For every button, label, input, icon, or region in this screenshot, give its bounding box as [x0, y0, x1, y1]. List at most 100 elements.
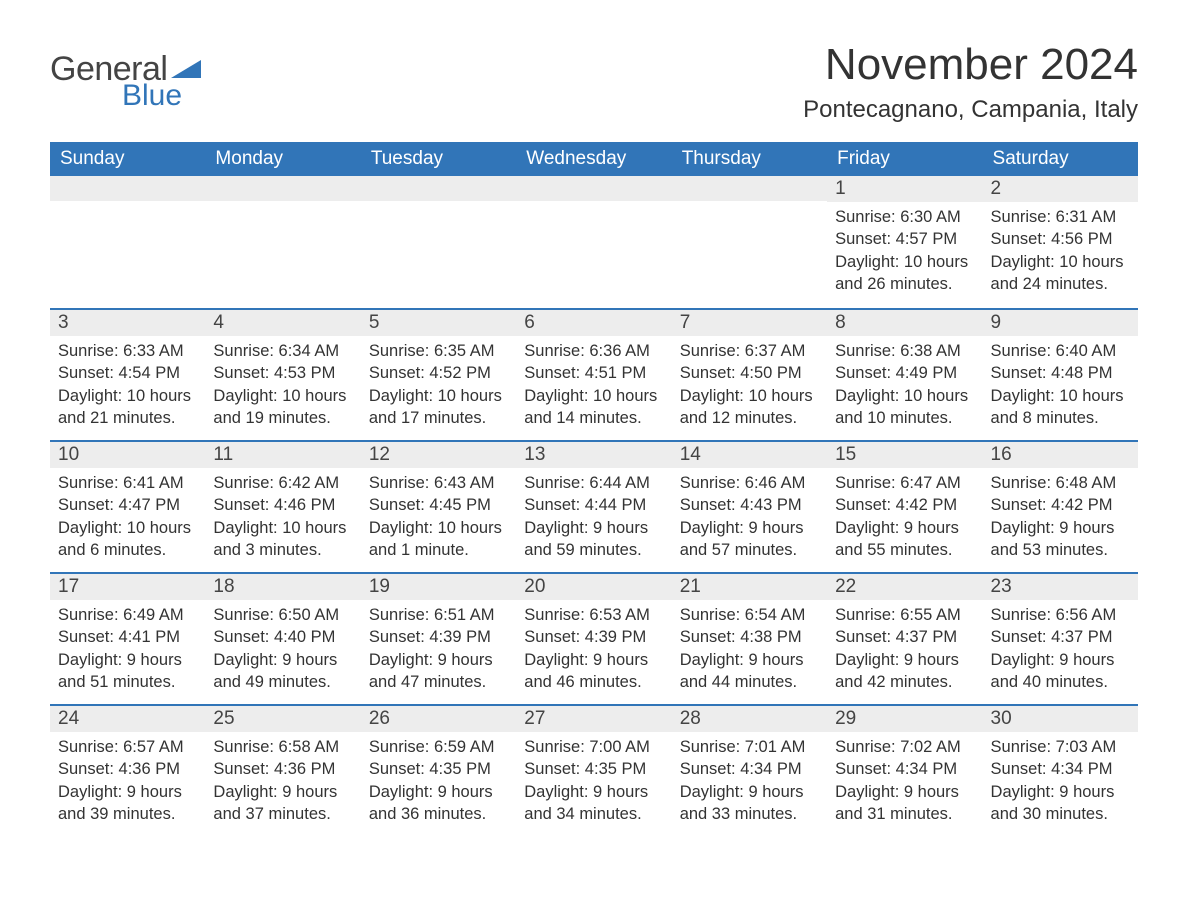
day-number: 30 [983, 704, 1138, 732]
day-cell: 13Sunrise: 6:44 AMSunset: 4:44 PMDayligh… [516, 440, 671, 572]
day-cell: 15Sunrise: 6:47 AMSunset: 4:42 PMDayligh… [827, 440, 982, 572]
day-cell: 28Sunrise: 7:01 AMSunset: 4:34 PMDayligh… [672, 704, 827, 836]
day-cell: 24Sunrise: 6:57 AMSunset: 4:36 PMDayligh… [50, 704, 205, 836]
day-body: Sunrise: 6:50 AMSunset: 4:40 PMDaylight:… [205, 600, 360, 699]
day-body: Sunrise: 6:30 AMSunset: 4:57 PMDaylight:… [827, 202, 982, 301]
day-number: 20 [516, 572, 671, 600]
day-cell: 20Sunrise: 6:53 AMSunset: 4:39 PMDayligh… [516, 572, 671, 704]
daylight-text: Daylight: 10 hours and 10 minutes. [835, 385, 974, 430]
daylight-text: Daylight: 10 hours and 26 minutes. [835, 251, 974, 296]
logo-text-blue: Blue [122, 79, 182, 113]
sunset-text: Sunset: 4:52 PM [369, 362, 508, 384]
sunrise-text: Sunrise: 6:38 AM [835, 340, 974, 362]
daylight-text: Daylight: 10 hours and 8 minutes. [991, 385, 1130, 430]
day-body: Sunrise: 6:59 AMSunset: 4:35 PMDaylight:… [361, 732, 516, 831]
sunrise-text: Sunrise: 6:47 AM [835, 472, 974, 494]
day-cell [205, 176, 360, 308]
sunset-text: Sunset: 4:49 PM [835, 362, 974, 384]
day-number: 28 [672, 704, 827, 732]
daylight-text: Daylight: 9 hours and 53 minutes. [991, 517, 1130, 562]
daylight-text: Daylight: 10 hours and 14 minutes. [524, 385, 663, 430]
day-body: Sunrise: 6:55 AMSunset: 4:37 PMDaylight:… [827, 600, 982, 699]
sunset-text: Sunset: 4:46 PM [213, 494, 352, 516]
day-cell: 9Sunrise: 6:40 AMSunset: 4:48 PMDaylight… [983, 308, 1138, 440]
daylight-text: Daylight: 9 hours and 57 minutes. [680, 517, 819, 562]
daylight-text: Daylight: 10 hours and 19 minutes. [213, 385, 352, 430]
sunset-text: Sunset: 4:34 PM [680, 758, 819, 780]
day-cell: 1Sunrise: 6:30 AMSunset: 4:57 PMDaylight… [827, 176, 982, 308]
sunrise-text: Sunrise: 6:51 AM [369, 604, 508, 626]
day-body: Sunrise: 6:37 AMSunset: 4:50 PMDaylight:… [672, 336, 827, 435]
sunset-text: Sunset: 4:57 PM [835, 228, 974, 250]
weekday-header: Tuesday [361, 142, 516, 176]
daylight-text: Daylight: 9 hours and 47 minutes. [369, 649, 508, 694]
day-cell: 30Sunrise: 7:03 AMSunset: 4:34 PMDayligh… [983, 704, 1138, 836]
day-body: Sunrise: 6:36 AMSunset: 4:51 PMDaylight:… [516, 336, 671, 435]
day-cell: 25Sunrise: 6:58 AMSunset: 4:36 PMDayligh… [205, 704, 360, 836]
sunset-text: Sunset: 4:56 PM [991, 228, 1130, 250]
sunset-text: Sunset: 4:45 PM [369, 494, 508, 516]
weekday-header: Wednesday [516, 142, 671, 176]
day-number: 14 [672, 440, 827, 468]
day-cell [672, 176, 827, 308]
sunset-text: Sunset: 4:39 PM [369, 626, 508, 648]
sunset-text: Sunset: 4:42 PM [835, 494, 974, 516]
day-number: 19 [361, 572, 516, 600]
daylight-text: Daylight: 10 hours and 1 minute. [369, 517, 508, 562]
daylight-text: Daylight: 9 hours and 36 minutes. [369, 781, 508, 826]
day-number: 9 [983, 308, 1138, 336]
day-cell: 21Sunrise: 6:54 AMSunset: 4:38 PMDayligh… [672, 572, 827, 704]
week-row: 17Sunrise: 6:49 AMSunset: 4:41 PMDayligh… [50, 572, 1138, 704]
sunset-text: Sunset: 4:36 PM [58, 758, 197, 780]
sunrise-text: Sunrise: 6:43 AM [369, 472, 508, 494]
daylight-text: Daylight: 9 hours and 40 minutes. [991, 649, 1130, 694]
daylight-text: Daylight: 9 hours and 59 minutes. [524, 517, 663, 562]
daylight-text: Daylight: 9 hours and 46 minutes. [524, 649, 663, 694]
day-number: 7 [672, 308, 827, 336]
day-body: Sunrise: 6:57 AMSunset: 4:36 PMDaylight:… [50, 732, 205, 831]
daylight-text: Daylight: 9 hours and 42 minutes. [835, 649, 974, 694]
sunset-text: Sunset: 4:54 PM [58, 362, 197, 384]
sunset-text: Sunset: 4:44 PM [524, 494, 663, 516]
day-cell: 14Sunrise: 6:46 AMSunset: 4:43 PMDayligh… [672, 440, 827, 572]
sunrise-text: Sunrise: 6:57 AM [58, 736, 197, 758]
sunset-text: Sunset: 4:34 PM [991, 758, 1130, 780]
day-cell: 22Sunrise: 6:55 AMSunset: 4:37 PMDayligh… [827, 572, 982, 704]
sunset-text: Sunset: 4:34 PM [835, 758, 974, 780]
day-number: 8 [827, 308, 982, 336]
sunset-text: Sunset: 4:35 PM [369, 758, 508, 780]
day-cell: 3Sunrise: 6:33 AMSunset: 4:54 PMDaylight… [50, 308, 205, 440]
empty-day-header [672, 176, 827, 201]
day-body: Sunrise: 6:34 AMSunset: 4:53 PMDaylight:… [205, 336, 360, 435]
sunrise-text: Sunrise: 6:48 AM [991, 472, 1130, 494]
sunrise-text: Sunrise: 6:37 AM [680, 340, 819, 362]
weekday-header: Thursday [672, 142, 827, 176]
day-number: 25 [205, 704, 360, 732]
day-body: Sunrise: 6:56 AMSunset: 4:37 PMDaylight:… [983, 600, 1138, 699]
day-cell: 6Sunrise: 6:36 AMSunset: 4:51 PMDaylight… [516, 308, 671, 440]
header: General Blue November 2024 Pontecagnano,… [50, 40, 1138, 124]
page: General Blue November 2024 Pontecagnano,… [0, 0, 1188, 886]
day-number: 22 [827, 572, 982, 600]
sunset-text: Sunset: 4:39 PM [524, 626, 663, 648]
daylight-text: Daylight: 9 hours and 49 minutes. [213, 649, 352, 694]
empty-day-header [516, 176, 671, 201]
weekday-header: Sunday [50, 142, 205, 176]
day-body: Sunrise: 7:02 AMSunset: 4:34 PMDaylight:… [827, 732, 982, 831]
sunrise-text: Sunrise: 6:53 AM [524, 604, 663, 626]
sunset-text: Sunset: 4:41 PM [58, 626, 197, 648]
sunrise-text: Sunrise: 6:30 AM [835, 206, 974, 228]
day-body: Sunrise: 6:53 AMSunset: 4:39 PMDaylight:… [516, 600, 671, 699]
sunrise-text: Sunrise: 6:58 AM [213, 736, 352, 758]
sunrise-text: Sunrise: 6:49 AM [58, 604, 197, 626]
day-number: 29 [827, 704, 982, 732]
sunset-text: Sunset: 4:42 PM [991, 494, 1130, 516]
sunset-text: Sunset: 4:50 PM [680, 362, 819, 384]
daylight-text: Daylight: 9 hours and 37 minutes. [213, 781, 352, 826]
day-body: Sunrise: 6:47 AMSunset: 4:42 PMDaylight:… [827, 468, 982, 567]
day-cell: 7Sunrise: 6:37 AMSunset: 4:50 PMDaylight… [672, 308, 827, 440]
daylight-text: Daylight: 10 hours and 24 minutes. [991, 251, 1130, 296]
daylight-text: Daylight: 10 hours and 17 minutes. [369, 385, 508, 430]
day-number: 23 [983, 572, 1138, 600]
sunset-text: Sunset: 4:43 PM [680, 494, 819, 516]
